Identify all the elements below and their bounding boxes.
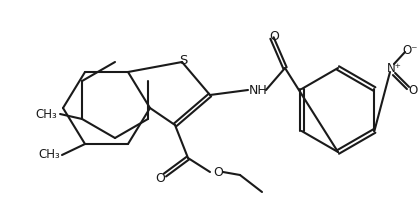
Text: CH₃: CH₃ xyxy=(38,149,60,161)
Text: O: O xyxy=(155,172,165,184)
Text: NH: NH xyxy=(249,83,268,97)
Text: CH₃: CH₃ xyxy=(35,108,57,120)
Text: S: S xyxy=(179,53,187,67)
Text: O: O xyxy=(408,83,417,97)
Text: O: O xyxy=(269,30,279,42)
Text: N⁺: N⁺ xyxy=(386,62,402,76)
Text: O: O xyxy=(213,166,223,178)
Text: O⁻: O⁻ xyxy=(402,43,418,57)
